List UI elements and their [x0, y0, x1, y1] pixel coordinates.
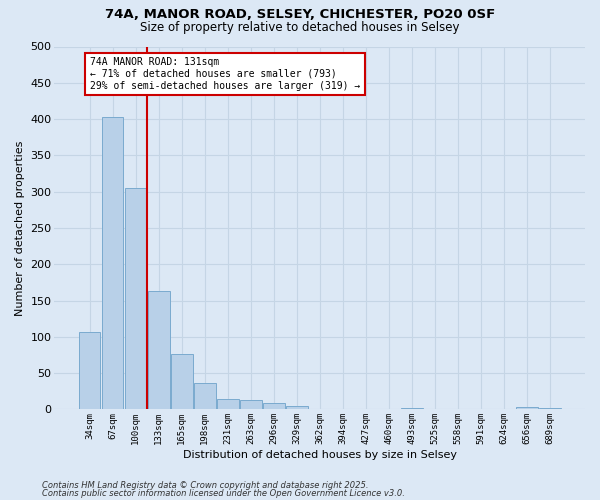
- Bar: [170, 354, 193, 410]
- Bar: [148, 291, 170, 410]
- Bar: [286, 406, 308, 409]
- Bar: [194, 382, 215, 409]
- Text: 74A, MANOR ROAD, SELSEY, CHICHESTER, PO20 0SF: 74A, MANOR ROAD, SELSEY, CHICHESTER, PO2…: [105, 8, 495, 20]
- Bar: [101, 117, 124, 410]
- Text: Contains HM Land Registry data © Crown copyright and database right 2025.: Contains HM Land Registry data © Crown c…: [42, 480, 368, 490]
- Y-axis label: Number of detached properties: Number of detached properties: [15, 140, 25, 316]
- Text: 74A MANOR ROAD: 131sqm
← 71% of detached houses are smaller (793)
29% of semi-de: 74A MANOR ROAD: 131sqm ← 71% of detached…: [89, 58, 360, 90]
- Bar: [240, 400, 262, 409]
- X-axis label: Distribution of detached houses by size in Selsey: Distribution of detached houses by size …: [183, 450, 457, 460]
- Bar: [401, 408, 423, 410]
- Bar: [263, 403, 284, 409]
- Text: Contains public sector information licensed under the Open Government Licence v3: Contains public sector information licen…: [42, 489, 405, 498]
- Bar: [516, 407, 538, 410]
- Bar: [79, 332, 100, 409]
- Text: Size of property relative to detached houses in Selsey: Size of property relative to detached ho…: [140, 21, 460, 34]
- Bar: [217, 398, 239, 409]
- Bar: [539, 408, 561, 410]
- Bar: [125, 188, 146, 410]
